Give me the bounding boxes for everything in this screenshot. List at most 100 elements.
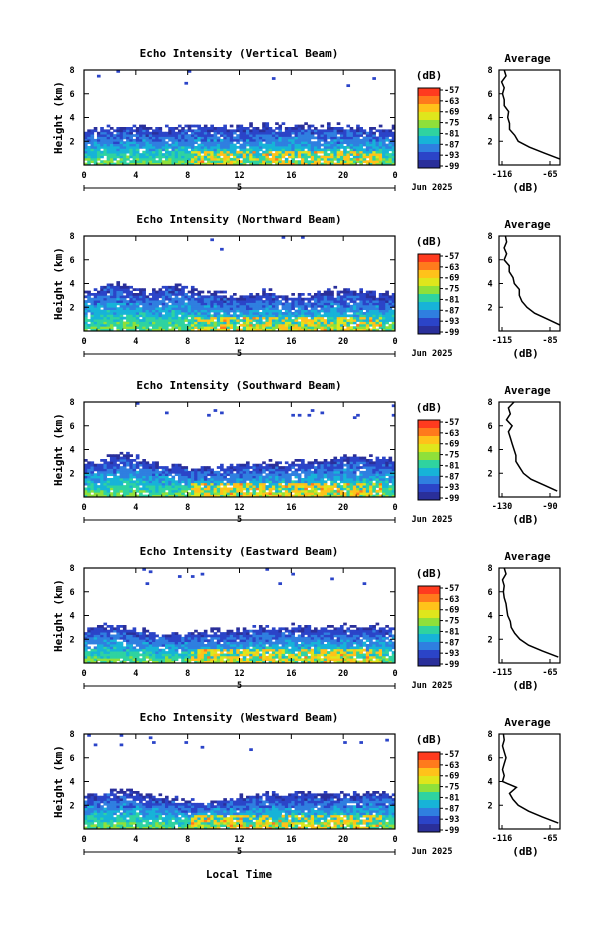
echo-cell [122, 632, 127, 635]
echo-cell [90, 309, 95, 313]
echo-cell [330, 470, 334, 474]
echo-cell [210, 162, 214, 166]
echo-cell [339, 319, 344, 322]
echo-cell [152, 134, 156, 137]
echo-cell [135, 148, 140, 152]
echo-cell [109, 309, 114, 313]
echo-cell [236, 302, 240, 306]
echo-cell [174, 295, 179, 299]
echo-cell [223, 302, 227, 306]
echo-cell [164, 478, 169, 481]
echo-cell [207, 127, 211, 130]
echo-cell [181, 295, 185, 299]
echo-cell [372, 77, 376, 80]
echo-cell [135, 648, 140, 652]
echo-cell [129, 153, 133, 156]
echo-cell [116, 328, 121, 332]
echo-cell [239, 131, 244, 135]
echo-cell [220, 468, 224, 472]
echo-cell [271, 480, 276, 484]
echo-cell [190, 478, 195, 481]
echo-cell [268, 143, 273, 147]
echo-cell [304, 494, 308, 498]
echo-cell [262, 160, 266, 164]
echo-cell [375, 494, 380, 498]
echo-cell [155, 307, 159, 311]
echo-cell [96, 138, 101, 142]
echo-cell [314, 482, 318, 486]
echo-cell [119, 129, 124, 133]
echo-cell [265, 131, 270, 135]
colorbar-band [418, 128, 440, 137]
echo-cell [278, 141, 283, 145]
echo-cell [343, 321, 347, 325]
echo-cell [326, 293, 331, 296]
echo-cell [113, 473, 117, 477]
echo-cell [323, 146, 328, 149]
echo-cell [96, 651, 101, 654]
echo-cell [90, 328, 95, 332]
echo-cell [242, 468, 247, 472]
echo-cell [359, 312, 363, 315]
echo-cell [236, 138, 240, 142]
echo-cell [152, 160, 156, 164]
echo-cell [229, 326, 234, 330]
echo-cell [100, 141, 104, 145]
echo-cell [297, 295, 302, 299]
echo-cell [158, 312, 163, 315]
echo-cell [284, 150, 289, 154]
echo-cell [352, 150, 357, 154]
echo-cell [271, 138, 276, 142]
echo-cell [106, 136, 111, 140]
x-tick-label: 0 [81, 503, 86, 513]
echo-cell [96, 646, 101, 650]
echo-cell [346, 461, 351, 465]
echo-cell [346, 150, 351, 154]
echo-cell [109, 473, 114, 477]
echo-cell [126, 157, 130, 161]
echo-cell [278, 138, 283, 142]
echo-cell [129, 309, 133, 313]
echo-cell [226, 131, 231, 135]
echo-cell [109, 288, 114, 292]
echo-cell [229, 487, 234, 491]
echo-cell [375, 459, 380, 462]
echo-cell [262, 143, 266, 147]
echo-cell [265, 485, 270, 488]
echo-cell [242, 323, 247, 327]
echo-cell [109, 480, 114, 484]
echo-cell [84, 131, 88, 135]
colorbar-band [418, 144, 440, 153]
echo-cell [96, 141, 101, 145]
echo-cell [190, 485, 195, 488]
echo-cell [236, 494, 240, 498]
echo-cell [388, 470, 393, 474]
echo-cell [265, 134, 270, 137]
echo-cell [197, 323, 202, 327]
echo-cell [258, 319, 263, 322]
echo-cell [339, 316, 344, 320]
average-y-tick-label: 6 [487, 256, 492, 266]
echo-cell [229, 321, 234, 325]
echo-cell [113, 468, 117, 472]
echo-cell [310, 297, 315, 301]
echo-cell [317, 136, 321, 140]
echo-cell [249, 307, 253, 311]
echo-cell [113, 629, 117, 633]
echo-cell [382, 316, 386, 320]
x-tick-label: 0 [392, 171, 397, 181]
echo-cell [301, 162, 305, 166]
echo-cell [126, 302, 130, 306]
echo-cell [346, 309, 351, 313]
echo-cell [262, 138, 266, 142]
colorbar-tick-label: -99 [444, 162, 459, 172]
echo-cell [122, 136, 127, 140]
echo-cell [268, 314, 273, 318]
average-x-tick-label: -85 [542, 336, 557, 346]
echo-cell [87, 319, 91, 322]
echo-cell [275, 297, 279, 301]
echo-cell [129, 466, 133, 469]
echo-cell [145, 653, 150, 657]
echo-cell [323, 323, 328, 327]
echo-cell [84, 480, 88, 484]
